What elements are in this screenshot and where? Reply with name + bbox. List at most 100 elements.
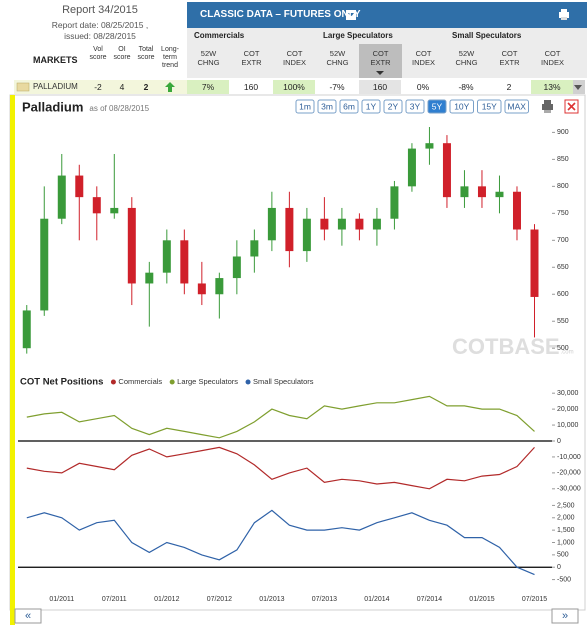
x-tick-label: 07/2011 (102, 596, 127, 603)
range-button[interactable] (504, 99, 529, 114)
column-header: COT INDEX (412, 49, 435, 67)
x-tick-label: 01/2015 (469, 596, 494, 603)
next-label: » (562, 610, 568, 622)
candle-body (57, 175, 66, 219)
y-tick-label: 800 (557, 183, 569, 190)
candle-body (75, 175, 84, 198)
candle-body (267, 207, 276, 241)
y-tick-label: 850 (557, 156, 569, 163)
range-label: MAX (508, 101, 527, 111)
chart-panel (9, 94, 586, 611)
cot-value: 0% (402, 80, 444, 94)
range-button[interactable] (339, 99, 359, 114)
range-label: 3Y (410, 101, 421, 111)
cot-value: 160 (359, 80, 401, 94)
y-tick-label: 600 (557, 291, 569, 298)
y-tick-label: 2,500 (557, 502, 575, 509)
range-button[interactable] (427, 99, 447, 114)
column-header: COT EXTR (370, 49, 391, 67)
column-header: COT INDEX (541, 49, 564, 67)
candle-body (40, 218, 49, 311)
chart-subtitle: as of 08/28/2015 (89, 104, 149, 113)
prev-label: « (25, 610, 31, 622)
x-tick-label: 01/2011 (49, 596, 74, 603)
range-label: 5Y (432, 101, 443, 111)
candle-body (127, 207, 136, 284)
cot-value: 7% (187, 80, 229, 94)
watermark-suffix: .com (561, 350, 574, 356)
x-tick-label: 07/2013 (312, 596, 337, 603)
legend-label: Small Speculators (253, 377, 314, 386)
range-button[interactable] (361, 99, 381, 114)
chart-title: Palladium (22, 99, 83, 114)
range-button[interactable] (383, 99, 403, 114)
cot-title: COT Net Positions (20, 377, 103, 388)
candle-body (180, 240, 189, 284)
score-header: Vol score (89, 46, 107, 61)
range-button[interactable] (295, 99, 315, 114)
report-date: Report date: 08/25/2015 , (51, 20, 149, 30)
column-header: 52W CHNG (197, 49, 220, 67)
range-button[interactable] (317, 99, 337, 114)
candle-body (110, 207, 119, 214)
candle-body (512, 191, 521, 230)
range-label: 3m (321, 101, 333, 111)
scroll-arrow (574, 85, 582, 90)
y-tick-label: 700 (557, 237, 569, 244)
y-tick-label: 900 (557, 129, 569, 136)
header-title: CLASSIC DATA – FUTURES ONLY (200, 9, 361, 20)
market-name: PALLADIUM (33, 82, 78, 91)
candle-body (250, 240, 259, 257)
group-name: Commercials (194, 31, 245, 40)
column-header: 52W CHNG (455, 49, 478, 67)
y-tick-label: -20,000 (557, 470, 581, 477)
x-tick-label: 07/2015 (522, 596, 547, 603)
cot-value: -7% (316, 80, 358, 94)
prev-button[interactable] (14, 608, 42, 624)
series-line (26, 509, 535, 576)
y-tick-label: 650 (557, 264, 569, 271)
legend-label: Commercials (118, 377, 162, 386)
series-line (26, 446, 535, 490)
candle-body (320, 218, 329, 230)
legend-marker (110, 379, 116, 385)
group-name: Small Speculators (452, 31, 522, 40)
y-tick-label: -500 (557, 576, 571, 583)
next-button[interactable] (551, 608, 579, 624)
y-tick-label: 500 (557, 345, 569, 352)
x-tick-label: 07/2014 (417, 596, 442, 603)
range-label: 1Y (366, 101, 377, 111)
range-label: 1m (299, 101, 311, 111)
y-tick-label: 20,000 (557, 406, 579, 413)
y-tick-label: 550 (557, 318, 569, 325)
score: 4 (119, 82, 125, 92)
sort-arrow (376, 71, 384, 75)
y-tick-label: -10,000 (557, 454, 581, 461)
candle-body (232, 256, 241, 279)
row-background (14, 80, 187, 94)
report-title: Report 34/2015 (62, 4, 138, 16)
candle-body (372, 218, 381, 230)
candle-body (145, 272, 154, 284)
legend-label: Large Speculators (177, 377, 238, 386)
report-issued: issued: 08/28/2015 (64, 31, 136, 41)
range-button[interactable] (449, 99, 474, 114)
candle-body (355, 218, 364, 230)
y-tick-label: 0 (557, 438, 561, 445)
range-button[interactable] (477, 99, 502, 114)
print-icon[interactable] (559, 9, 569, 20)
candle-body (162, 240, 171, 273)
range-label: 2Y (388, 101, 399, 111)
range-label: 15Y (482, 101, 497, 111)
x-tick-label: 01/2014 (364, 596, 389, 603)
dropdown-arrow (348, 13, 354, 17)
panel-print-icon[interactable] (542, 100, 553, 113)
cot-value: 13% (531, 80, 573, 94)
x-tick-label: 07/2012 (207, 596, 232, 603)
candle-body (22, 310, 31, 349)
candle-body (530, 229, 539, 297)
y-tick-label: 1,000 (557, 539, 575, 546)
range-button[interactable] (405, 99, 425, 114)
